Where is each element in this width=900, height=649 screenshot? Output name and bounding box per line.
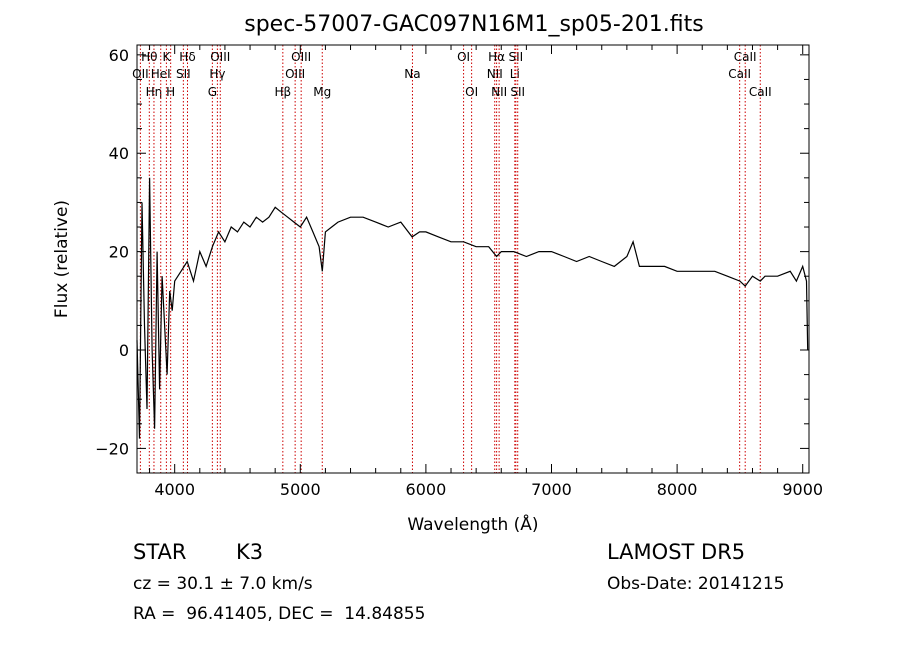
x-tick-label: 9000 [782,480,823,499]
y-tick-label: −20 [95,439,129,458]
line-marker-label: Li [510,67,520,81]
line-marker-label: CaII [734,50,757,64]
line-marker-label: H [166,85,175,99]
object-subclass: K3 [236,540,264,564]
line-marker-label: OIII [291,50,311,64]
x-tick-label: 8000 [657,480,698,499]
line-marker-label: Hθ [141,50,157,64]
line-marker-label: CaII [728,67,751,81]
line-marker-label: NII [491,85,507,99]
y-tick-label: 0 [119,341,129,360]
line-marker-label: HeI [151,67,171,81]
line-marker-label: OIII [285,67,305,81]
line-marker-label: Hα [488,50,505,64]
line-marker-label: SII [510,85,525,99]
line-marker-label: SII [176,67,191,81]
line-marker-label: Hη [146,85,163,99]
x-axis: 4000 5000 6000 7000 8000 9000 [149,45,823,499]
line-marker-label: Hγ [209,67,225,81]
x-axis-label: Wavelength (Å) [407,513,538,535]
line-marker-label: NII [487,67,503,81]
x-tick-label: 6000 [406,480,447,499]
y-tick-label: 20 [109,243,129,262]
survey-label: LAMOST DR5 [607,540,746,564]
line-marker-label: OIII [210,50,230,64]
x-tick-label: 5000 [280,480,321,499]
x-tick-label: 7000 [531,480,572,499]
x-tick-label: 4000 [154,480,195,499]
spectrum-line [136,177,809,439]
line-marker-label: Na [404,67,420,81]
line-marker-label: CaII [749,85,772,99]
y-axis: −20 0 20 40 60 [95,46,809,458]
y-axis-label: Flux (relative) [52,200,72,318]
line-marker-label: K [162,50,171,64]
line-marker-label: SII [508,50,523,64]
line-marker-label: G [208,85,217,99]
y-tick-label: 60 [109,46,129,65]
obs-date: Obs-Date: 20141215 [607,574,785,594]
line-marker-label: OI [465,85,478,99]
line-markers: OII Hθ Hη HeI K H Hδ SII G Hγ OIII Hβ OIII OIII Mg Na OI… [132,45,772,473]
line-marker-label: Mg [313,85,331,99]
line-marker-label: Hβ [274,85,291,99]
y-tick-label: 40 [109,144,129,163]
chart-title: spec-57007-GAC097N16M1_sp05-201.fits [244,12,704,37]
line-marker-label: OI [457,50,470,64]
plot-frame [136,44,810,474]
object-class: STAR [133,540,187,564]
redshift-text: cz = 30.1 ± 7.0 km/s [133,574,313,594]
line-marker-label: Hδ [179,50,195,64]
coords-text: RA = 96.41405, DEC = 14.84855 [133,604,426,624]
line-marker-label: OII [132,67,149,81]
